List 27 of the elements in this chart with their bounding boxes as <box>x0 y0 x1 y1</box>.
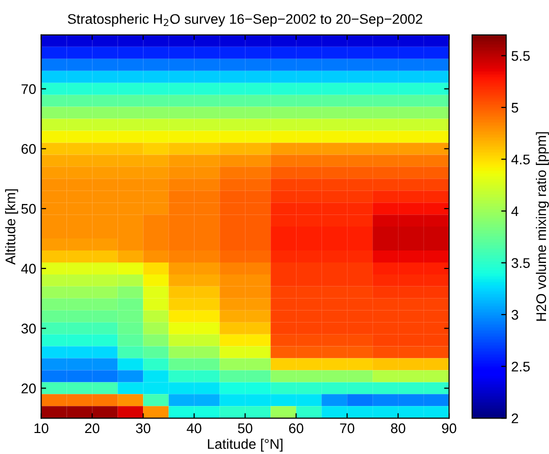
x-tick-label: 50 <box>238 423 252 434</box>
color-bar-label: 3.5 <box>512 258 530 268</box>
color-bar-label: 2 <box>512 413 518 424</box>
x-tick-label: 10 <box>34 423 48 434</box>
color-bar-label: 5 <box>512 102 518 113</box>
color-bar-label: 2.5 <box>512 362 530 372</box>
x-tick-label: 20 <box>85 423 100 434</box>
x-tick-label: 60 <box>289 423 304 434</box>
chart-title: Stratospheric H$_{2}$O survey 16−Sep−2002 to 20−Sep−2002 <box>68 14 422 27</box>
color-bar-label: 3 <box>512 310 518 320</box>
y-tick-label: 40 <box>21 264 36 274</box>
y-tick-label: 20 <box>22 384 36 394</box>
x-tick-label: 80 <box>390 423 406 434</box>
y-axis-title: Altitude [km] <box>5 189 18 265</box>
x-axis-title: Latitude [°N] <box>208 438 282 452</box>
color-bar-title: H2O volume mixing ratio [ppm] <box>536 132 549 321</box>
x-tick-label: 40 <box>186 423 202 434</box>
color-bar-label: 4.5 <box>511 154 530 164</box>
x-tick-label: 90 <box>442 423 456 434</box>
y-tick-label: 60 <box>22 144 36 154</box>
y-tick-label: 30 <box>21 324 36 334</box>
x-tick-label: 30 <box>136 423 150 434</box>
color-bar-label: 5.5 <box>512 51 530 61</box>
y-tick-label: 70 <box>22 84 36 94</box>
x-tick-label: 70 <box>340 423 354 434</box>
y-tick-label: 50 <box>21 204 36 214</box>
color-bar-label: 4 <box>511 206 518 216</box>
